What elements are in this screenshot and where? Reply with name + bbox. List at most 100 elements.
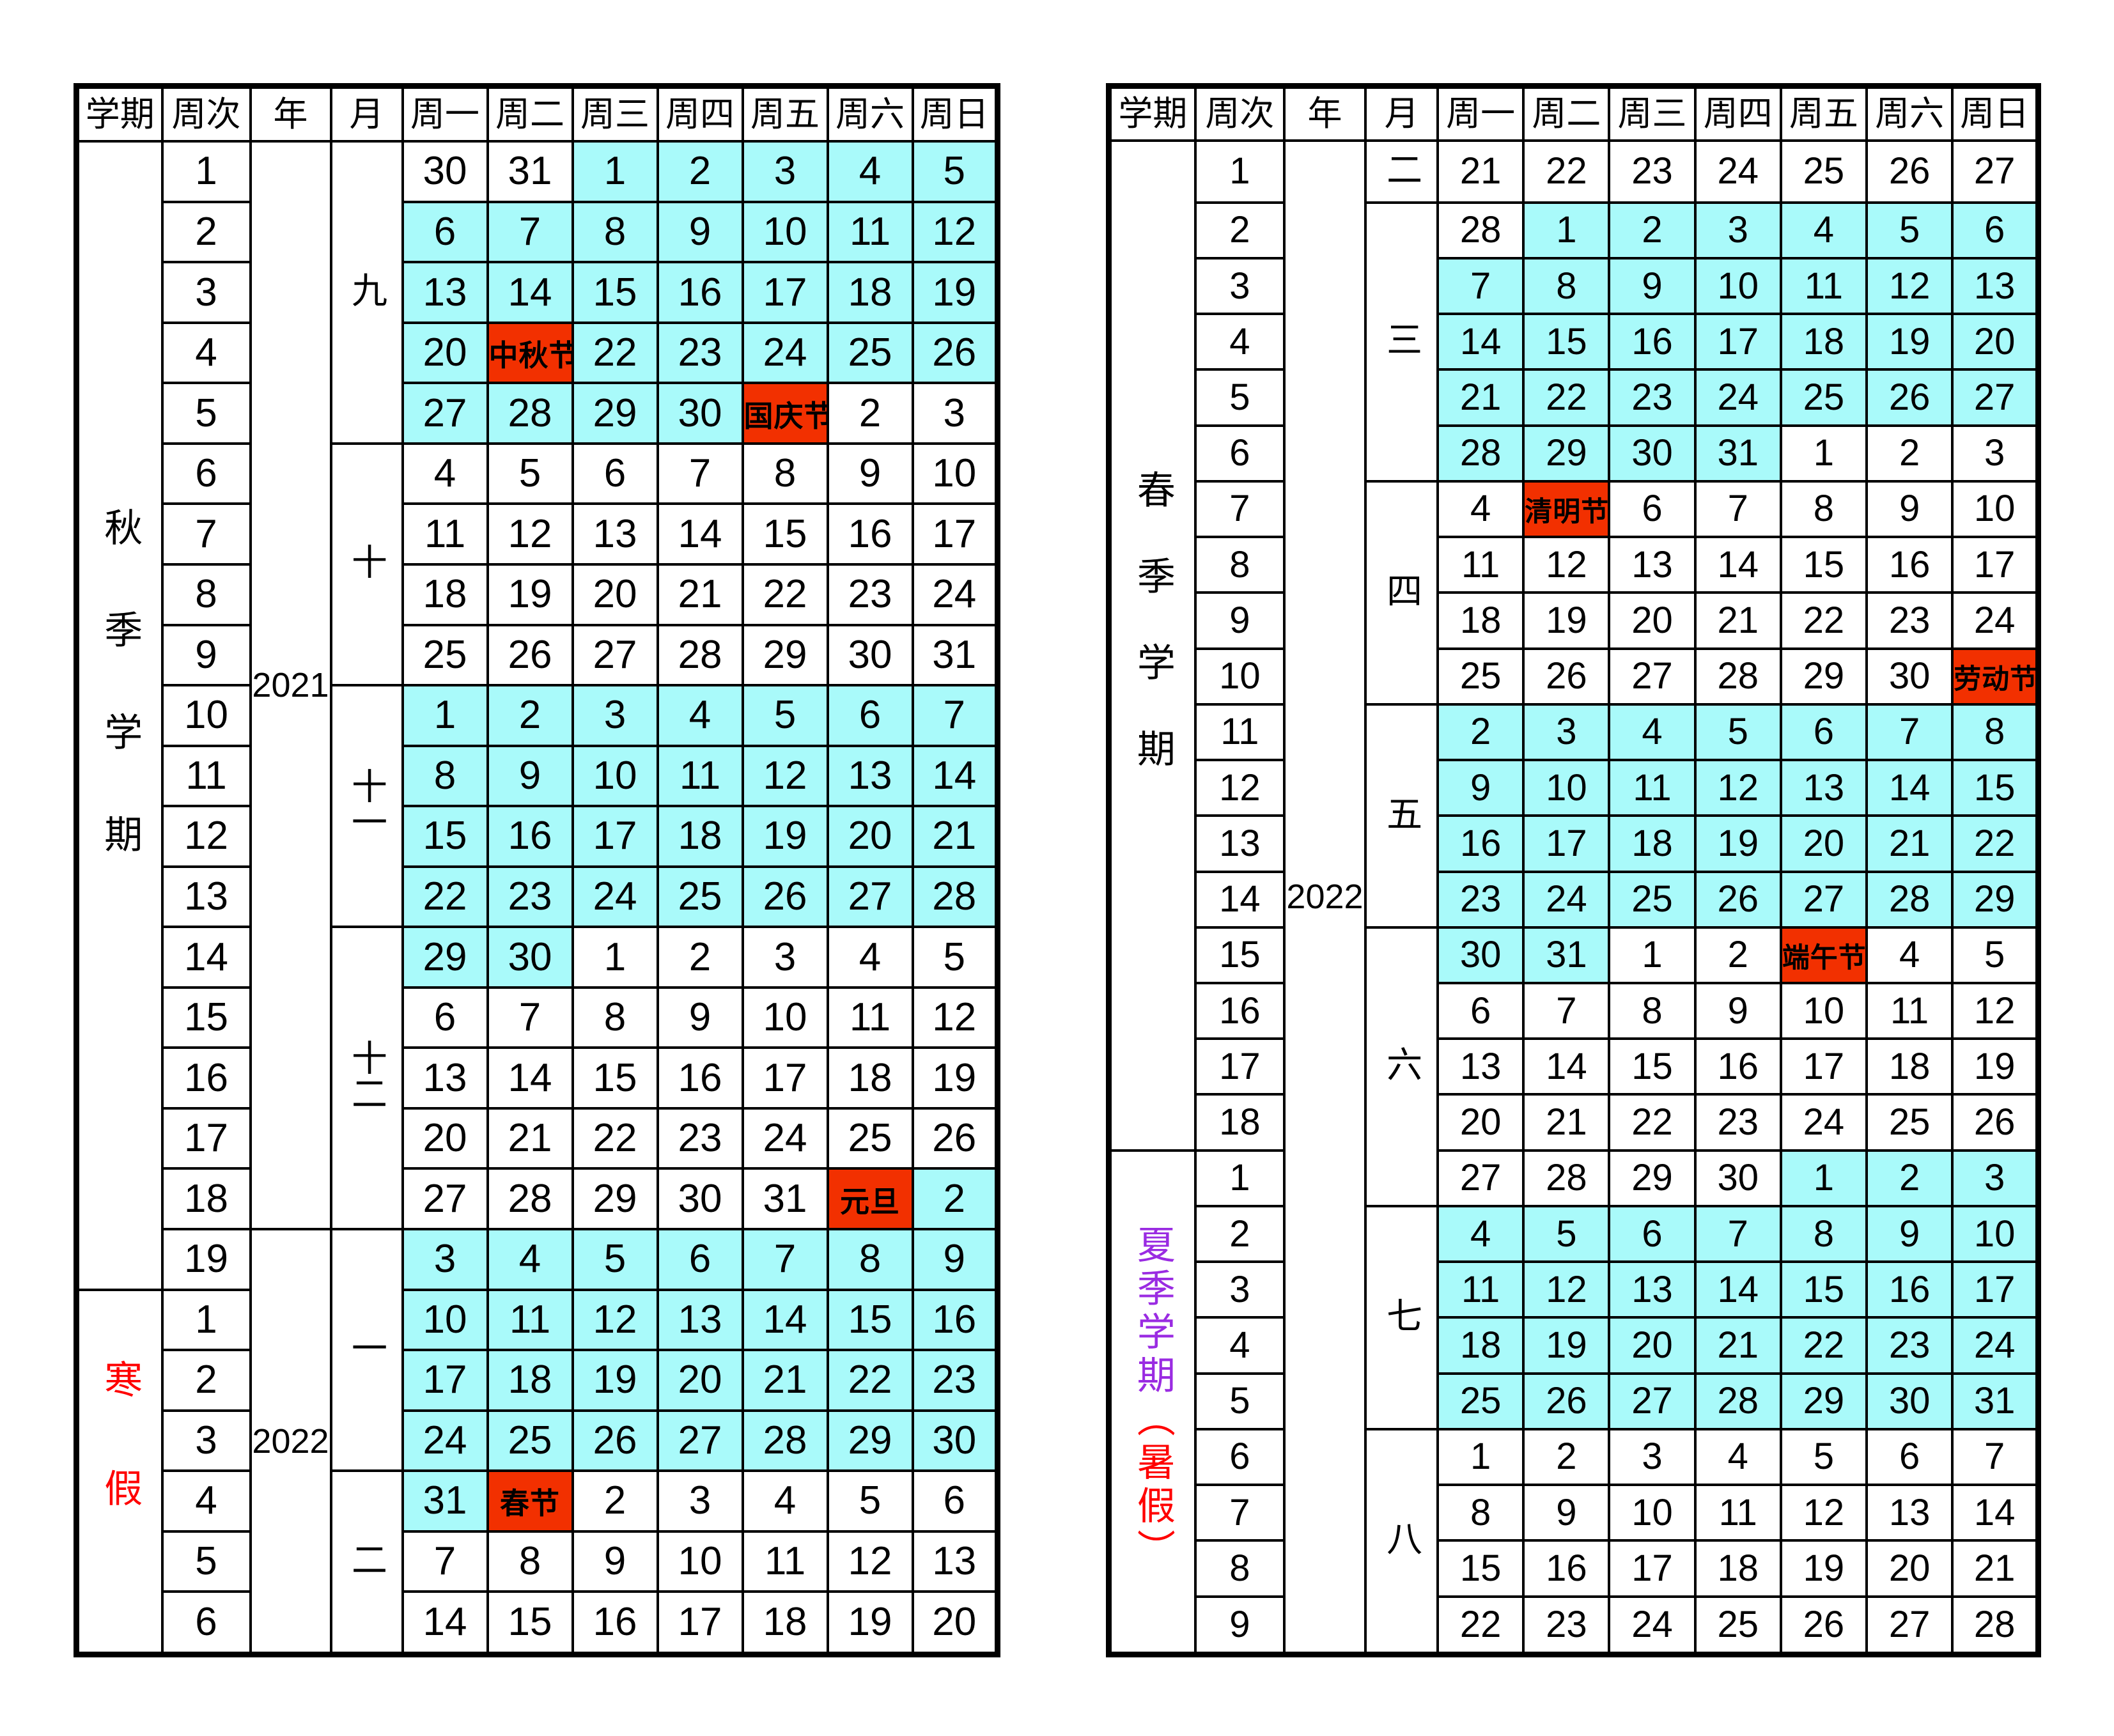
day-cell: 14 [1693,536,1782,594]
day-cell: 20 [401,321,489,385]
day-cell: 11 [1608,759,1697,818]
week-row: 16 6 7 8 9 10 11 12 [1109,981,2040,1041]
year-cell: 2021 [249,140,332,1230]
day-cell: 17 [1951,536,2040,594]
month-cell: 七 [1364,1204,1440,1430]
day-cell: 7 [1693,479,1782,539]
week-number-cell: 9 [1193,1595,1286,1656]
day-cell: 24 [1951,591,2040,650]
week-number-cell: 11 [1193,702,1286,762]
month-cell: 二 [329,1469,404,1656]
day-cell: 3 [741,140,829,203]
day-cell: 24 [911,562,999,626]
day-cell: 1 [571,926,659,989]
day-cell: 14 [486,261,574,324]
day-cell: 21 [1436,368,1525,427]
day-cell: 24 [741,1106,829,1170]
day-cell: 28 [1693,647,1782,706]
day-cell: 6 [1608,1204,1697,1264]
day-cell: 24 [1951,1316,2040,1375]
day-cell: 31 [1951,1372,2040,1430]
week-row: 2 6 7 8 9 10 11 12 [77,200,999,264]
day-cell: 29 [1522,424,1611,483]
month-label: 十一 [346,767,387,839]
day-cell: 4 [826,926,914,989]
week-row: 5 21 22 23 24 25 26 27 [1109,368,2040,427]
day-cell: 24 [741,321,829,385]
month-label: 一 [346,1329,387,1365]
day-cell: 14 [911,744,999,808]
day-cell: 27 [571,623,659,687]
header-cell-8: 周五 [741,84,829,143]
day-cell: 13 [1608,536,1697,594]
day-cell: 7 [741,1228,829,1291]
header-cell-10: 周日 [911,84,999,143]
day-cell: 29 [1951,870,2040,929]
day-cell: 10 [571,744,659,808]
header-cell-9: 周六 [1865,84,1954,142]
week-row: 3 13 14 15 16 17 18 19 [77,261,999,324]
header-cell-0: 学期 [75,84,164,143]
day-cell: 25 [1436,647,1525,706]
semester-cell: 寒假 [75,1288,164,1656]
header-cell-5: 周二 [1522,84,1611,142]
day-cell: 11 [1436,1260,1525,1319]
week-number-cell: 10 [160,684,252,747]
day-cell: 10 [1951,1204,2040,1264]
week-number-cell: 16 [160,1046,252,1110]
day-cell: 31 [911,623,999,687]
day-cell: 4 [826,140,914,203]
week-row: 夏季学期（暑假） 1 27 28 29 30 1 2 3 [1107,1149,2040,1656]
day-cell: 1 [1779,1149,1869,1207]
day-cell: 23 [1608,139,1697,204]
day-cell: 27 [401,1167,489,1230]
week-number-cell: 6 [160,1590,252,1656]
day-cell: 22 [1951,814,2040,873]
day-cell: 5 [571,1228,659,1291]
day-cell: 26 [571,1409,659,1473]
day-cell: 23 [656,1106,744,1170]
day-cell: 4 [1779,201,1869,260]
week-number-cell: 9 [160,623,252,687]
day-cell: 3 [741,926,829,989]
calendar-table-autumn-winter: 学期 周次年月周一 周二 周三 周四 周五 周六 周日 秋季学期 1 2021 九 30 31 1 2 3 4 5 2… [74,83,1000,1657]
day-cell: 14 [656,502,744,566]
header-cell-5: 周二 [486,84,574,143]
day-cell: 16 [571,1590,659,1656]
day-cell: 6 [1436,981,1525,1041]
day-cell: 7 [401,1530,489,1593]
day-cell: 4 [1693,1427,1782,1487]
week-row: 6 14 15 16 17 18 19 20 [77,1590,999,1656]
holiday-cell: 国庆节 [741,382,829,445]
header-cell-3: 月 [1364,84,1440,142]
month-label: 三 [1381,321,1422,357]
day-cell: 21 [656,562,744,626]
week-row: 9 22 23 24 25 26 27 28 [1109,1595,2040,1656]
day-cell: 13 [826,744,914,808]
week-number-cell: 17 [160,1106,252,1170]
header-cell-2: 年 [1282,84,1367,142]
day-cell: 23 [1608,368,1697,427]
day-cell: 3 [571,684,659,747]
day-cell: 16 [486,805,574,868]
day-cell: 17 [741,261,829,324]
day-cell: 13 [1608,1260,1697,1319]
week-row: 6 28 29 30 31 1 2 3 [1109,424,2040,483]
day-cell: 20 [1608,591,1697,650]
day-cell: 4 [656,684,744,747]
day-cell: 17 [401,1349,489,1412]
month-cell: 一 [329,1227,404,1473]
day-cell: 18 [1779,313,1869,371]
day-cell: 5 [486,442,574,506]
day-cell: 8 [401,744,489,808]
day-cell: 2 [656,140,744,203]
day-cell: 25 [1779,368,1869,427]
day-cell: 10 [1608,1484,1697,1542]
day-cell: 14 [486,1046,574,1110]
day-cell: 29 [1608,1149,1697,1207]
day-cell: 8 [571,200,659,264]
week-row: 5 27 28 29 30 国庆节 2 3 [77,382,999,445]
day-cell: 23 [656,321,744,385]
semester-cell: 春季学期 [1107,139,1197,1152]
day-cell: 19 [911,261,999,324]
